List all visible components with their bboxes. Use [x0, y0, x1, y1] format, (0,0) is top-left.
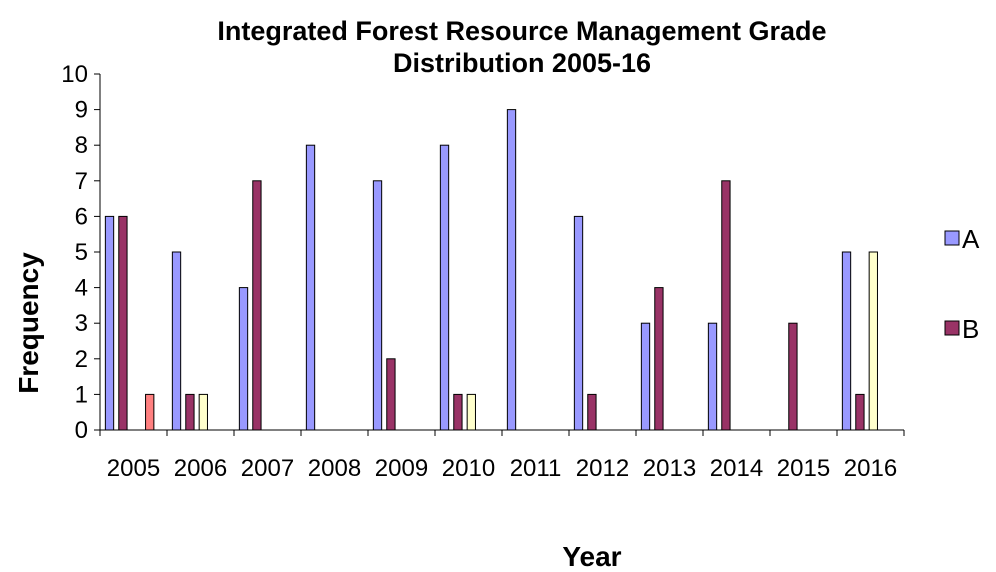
x-tick-label: 2008 [308, 455, 361, 482]
bar-series-2-2015 [788, 322, 798, 431]
bar-series-1-2014 [707, 322, 718, 431]
x-axis: 2005 2006 2007 2008 2009 2010 2011 2012 2013 2014… [99, 429, 905, 482]
y-tick-label: 0 [75, 417, 88, 444]
legend-label-b: B [962, 314, 979, 344]
y-axis: 0 1 2 3 4 5 6 7 8 9 10 [61, 61, 101, 444]
bar-series-2-2010 [453, 393, 463, 431]
y-tick-label: 8 [75, 132, 88, 159]
bar-series-3-2006 [198, 393, 208, 431]
y-tick-label: 3 [75, 310, 88, 337]
x-tick-label: 2012 [576, 455, 629, 482]
y-axis-title: Frequency [13, 252, 44, 394]
bar-series-1-2010 [439, 144, 450, 431]
bar-series-1-2007 [238, 287, 249, 431]
bar-series-4-2005 [145, 393, 155, 431]
x-tick-label: 2015 [777, 455, 830, 482]
bar-series-1-2006 [171, 251, 182, 431]
bar-series-1-2013 [640, 322, 651, 431]
y-tick-label: 9 [75, 97, 88, 124]
bar-series-2-2009 [386, 358, 396, 431]
bar-series-1-2012 [573, 215, 584, 431]
x-axis-title: Year [562, 541, 621, 572]
y-tick-label: 1 [75, 381, 88, 408]
bar-series-3-2016 [868, 251, 878, 431]
bar-series-3-2010 [466, 393, 476, 431]
x-tick-label: 2016 [844, 455, 897, 482]
bar-series-2-2005 [118, 215, 128, 431]
y-tick-label: 7 [75, 168, 88, 195]
bar-series-1-2011 [506, 109, 517, 431]
legend-label-a: A [962, 224, 980, 254]
x-tick-label: 2005 [107, 455, 160, 482]
legend: AB [944, 224, 980, 344]
bar-series-2-2012 [587, 393, 597, 431]
x-tick-label: 2013 [643, 455, 696, 482]
bar-series-1-2016 [841, 251, 852, 431]
chart-title-line-2: Distribution 2005-16 [393, 48, 651, 78]
chart-title-line-1: Integrated Forest Resource Management Gr… [217, 16, 826, 46]
legend-swatch-a [944, 230, 960, 246]
bars [104, 109, 878, 431]
x-tick-label: 2010 [442, 455, 495, 482]
x-tick-label: 2014 [710, 455, 763, 482]
y-tick-label: 10 [61, 61, 88, 88]
bar-series-1-2005 [104, 215, 115, 431]
x-tick-label: 2006 [174, 455, 227, 482]
legend-swatch-b [944, 320, 960, 336]
y-tick-label: 6 [75, 203, 88, 230]
x-tick-label: 2009 [375, 455, 428, 482]
x-tick-label: 2007 [241, 455, 294, 482]
y-tick-label: 2 [75, 346, 88, 373]
y-tick-label: 4 [75, 275, 88, 302]
bar-series-2-2007 [252, 180, 262, 431]
bar-series-2-2006 [185, 393, 195, 431]
bar-series-2-2013 [654, 287, 664, 431]
bar-series-2-2016 [855, 393, 865, 431]
x-tick-label: 2011 [510, 455, 562, 482]
bar-series-2-2014 [721, 180, 731, 431]
bar-series-1-2008 [305, 144, 316, 431]
bar-series-1-2009 [372, 180, 383, 431]
y-tick-label: 5 [75, 239, 88, 266]
